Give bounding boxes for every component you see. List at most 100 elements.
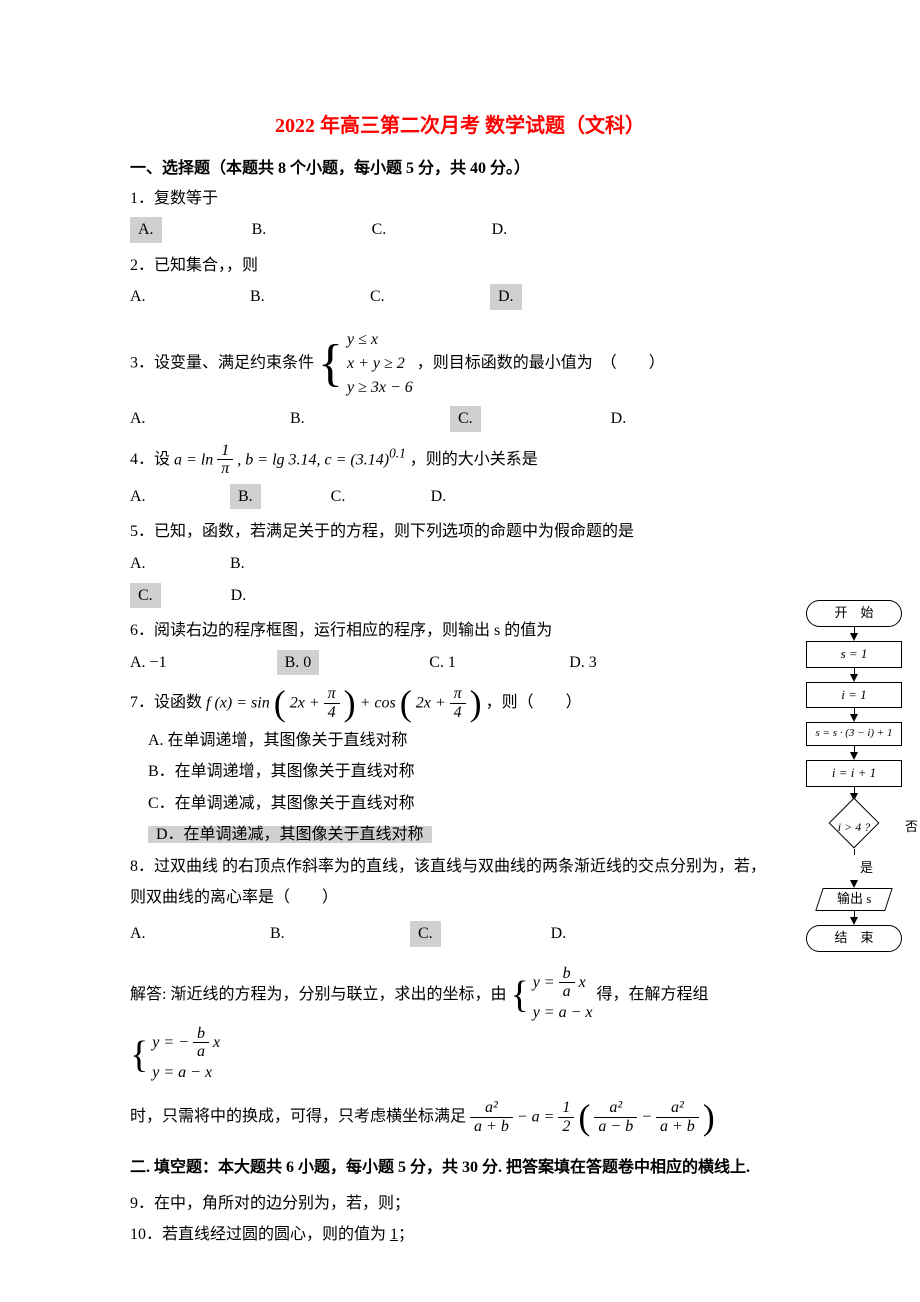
q3-opt-c: C. bbox=[450, 406, 481, 432]
sol2-half: 12 bbox=[558, 1099, 574, 1135]
flowchart: 开 始 s = 1 i = 1 s = s · (3 − i) + 1 i = … bbox=[806, 600, 902, 952]
q6-opt-b: B. 0 bbox=[277, 650, 320, 676]
q8-opt-d: D. bbox=[551, 921, 581, 947]
q3-opt-d: D. bbox=[611, 406, 641, 432]
q6-options: A. −1 B. 0 C. 1 D. 3 bbox=[130, 650, 790, 676]
q4-opt-b: B. bbox=[230, 484, 261, 510]
question-10: 10．若直线经过圆的圆心，则的值为 1； bbox=[130, 1222, 790, 1248]
q3-sys-line3: y ≥ 3x − 6 bbox=[347, 376, 413, 400]
q4-frac: 1 π bbox=[217, 442, 233, 478]
flow-condition: i > 4 ? 否 bbox=[806, 805, 902, 849]
flow-box-inc: i = i + 1 bbox=[806, 760, 902, 787]
question-8-line1: 8．过双曲线 的右顶点作斜率为的直线，该直线与双曲线的两条渐近线的交点分别为，若… bbox=[130, 854, 790, 880]
q3-sys-line2: x + y ≥ 2 bbox=[347, 352, 413, 376]
q2-opt-d: D. bbox=[490, 284, 522, 310]
solution-line1: 解答: 渐近线的方程为，分别与联立，求出的坐标，由 { y = ba x y =… bbox=[130, 965, 790, 1085]
question-1: 1．复数等于 bbox=[130, 186, 790, 212]
q5-opt-a: A. bbox=[130, 551, 160, 577]
q4-opt-a: A. bbox=[130, 484, 160, 510]
sol-mid: 得，在解方程组 bbox=[597, 985, 709, 1002]
q7-opt-b: B．在单调递增，其图像关于直线对称 bbox=[148, 759, 790, 785]
q5-opt-b: B. bbox=[230, 551, 260, 577]
q4-math2: , b = lg 3.14, c = (3.14) bbox=[237, 451, 389, 468]
flow-output: 输出 s bbox=[815, 888, 892, 911]
q4-post: ，则的大小关系是 bbox=[410, 450, 538, 467]
q8-opt-b: B. bbox=[270, 921, 300, 947]
sol2-t2: a²a − b bbox=[594, 1099, 637, 1135]
q10-tail: ； bbox=[398, 1226, 414, 1243]
q7-pre: 7．设函数 bbox=[130, 694, 206, 711]
q7-plus: + cos bbox=[360, 695, 396, 712]
flow-box-compute: s = s · (3 − i) + 1 bbox=[806, 722, 902, 746]
q10-answer: 1 bbox=[390, 1226, 398, 1243]
q8-opt-c: C. bbox=[410, 921, 441, 947]
q7-opt-a: A. 在单调递增，其图像关于直线对称 bbox=[148, 728, 790, 754]
question-6: 6．阅读右边的程序框图，运行相应的程序，则输出 s 的值为 bbox=[130, 618, 790, 644]
q4-math1: a = ln bbox=[174, 451, 213, 468]
question-7: 7．设函数 f (x) = sin ( 2x + π4 ) + cos ( 2x… bbox=[130, 685, 790, 721]
sol-sys1: { y = ba x y = a − x bbox=[510, 965, 592, 1025]
q1-opt-d: D. bbox=[492, 217, 522, 243]
q8-opt-a: A. bbox=[130, 921, 160, 947]
q5-opt-c: C. bbox=[130, 583, 161, 609]
q5-options-row2: C. D. bbox=[130, 583, 790, 609]
question-4: 4．设 a = ln 1 π , b = lg 3.14, c = (3.14)… bbox=[130, 442, 790, 478]
q2-opt-b: B. bbox=[250, 284, 280, 310]
question-8-line2: 则双曲线的离心率是（ ） bbox=[130, 885, 790, 911]
sol-pre: 解答: 渐近线的方程为，分别与联立，求出的坐标，由 bbox=[130, 985, 506, 1002]
q7-pi4-b: π4 bbox=[450, 685, 466, 721]
flow-start: 开 始 bbox=[806, 600, 902, 627]
q2-opt-a: A. bbox=[130, 284, 160, 310]
q6-opt-d: D. 3 bbox=[569, 650, 599, 676]
q4-options: A. B. C. D. bbox=[130, 484, 790, 510]
question-5: 5．已知，函数，若满足关于的方程，则下列选项的命题中为假命题的是 bbox=[130, 519, 790, 545]
q5-opt-d: D. bbox=[231, 583, 261, 609]
flow-box-s1: s = 1 bbox=[806, 641, 902, 668]
q7-opt-c: C．在单调递减，其图像关于直线对称 bbox=[148, 791, 790, 817]
q1-options: A. B. C. D. bbox=[130, 217, 790, 243]
q1-opt-b: B. bbox=[252, 217, 282, 243]
q4-exp: 0.1 bbox=[389, 445, 406, 460]
q2-opt-c: C. bbox=[370, 284, 400, 310]
section2-heading: 二. 填空题：本大题共 6 小题，每小题 5 分，共 30 分. 把答案填在答题… bbox=[130, 1155, 790, 1181]
q7-post: ，则（ ） bbox=[486, 694, 582, 711]
q7-arg1: 2x + bbox=[290, 695, 320, 712]
question-9: 9．在中，角所对的边分别为，若，则； bbox=[130, 1191, 790, 1217]
flow-end: 结 束 bbox=[806, 925, 902, 952]
q7-arg2: 2x + bbox=[416, 695, 446, 712]
sol2-t3: a²a + b bbox=[656, 1099, 699, 1135]
question-2: 2．已知集合，，则 bbox=[130, 253, 790, 279]
q5-options-row1: A. B. bbox=[130, 551, 790, 577]
q3-options: A. B. C. D. bbox=[130, 406, 790, 432]
q3-opt-b: B. bbox=[290, 406, 320, 432]
sol2-minus: − a = bbox=[517, 1108, 559, 1125]
solution-line2: 时，只需将中的换成，可得，只考虑横坐标满足 a²a + b − a = 12 (… bbox=[130, 1099, 790, 1135]
q6-opt-a: A. −1 bbox=[130, 650, 167, 676]
q8-options: A. B. C. D. bbox=[130, 921, 790, 947]
page-title: 2022 年高三第二次月考 数学试题（文科） bbox=[130, 110, 790, 142]
q3-sys-line1: y ≤ x bbox=[347, 328, 413, 352]
flow-yes-label: 是 bbox=[860, 860, 873, 875]
q1-opt-c: C. bbox=[372, 217, 402, 243]
q2-options: A. B. C. D. bbox=[130, 284, 790, 310]
q3-system: { y ≤ x x + y ≥ 2 y ≥ 3x − 6 bbox=[318, 328, 413, 400]
q1-opt-a: A. bbox=[130, 217, 162, 243]
sol2-pre: 时，只需将中的换成，可得，只考虑横坐标满足 bbox=[130, 1108, 470, 1125]
question-3: 3．设变量、满足约束条件 { y ≤ x x + y ≥ 2 y ≥ 3x − … bbox=[130, 328, 790, 400]
q3-text-pre: 3．设变量、满足约束条件 bbox=[130, 355, 314, 372]
q3-text-post: ，则目标函数的最小值为 （ ） bbox=[417, 355, 665, 372]
q7-fx: f (x) = sin bbox=[206, 695, 270, 712]
q4-pre: 4．设 bbox=[130, 450, 174, 467]
flow-box-i1: i = 1 bbox=[806, 682, 902, 709]
q3-opt-a: A. bbox=[130, 406, 160, 432]
section1-heading: 一、选择题（本题共 8 个小题，每小题 5 分，共 40 分。） bbox=[130, 156, 790, 182]
q7-opt-d: D．在单调递减，其图像关于直线对称 bbox=[148, 822, 790, 848]
q4-opt-d: D. bbox=[431, 484, 461, 510]
q4-opt-c: C. bbox=[331, 484, 361, 510]
q7-pi4-a: π4 bbox=[324, 685, 340, 721]
q6-opt-c: C. 1 bbox=[429, 650, 459, 676]
sol-sys2: { y = − ba x y = a − x bbox=[130, 1025, 220, 1085]
q10-text: 10．若直线经过圆的圆心，则的值为 bbox=[130, 1226, 390, 1243]
sol2-t1: a²a + b bbox=[470, 1099, 513, 1135]
flow-no-label: 否 bbox=[905, 817, 918, 838]
